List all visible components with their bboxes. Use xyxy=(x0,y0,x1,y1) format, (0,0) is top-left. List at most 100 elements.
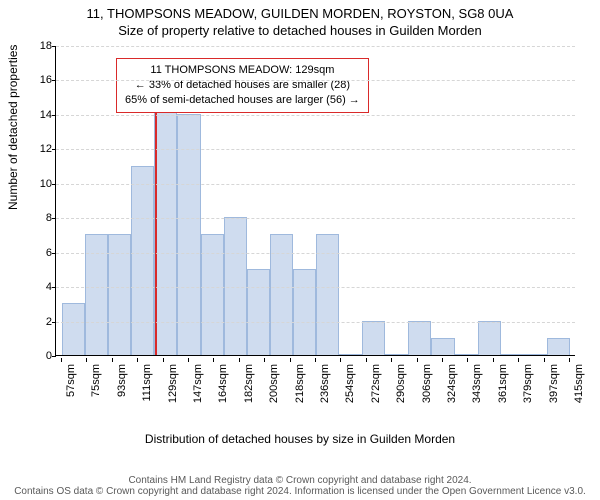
y-tick-label: 18 xyxy=(28,40,52,52)
gridline xyxy=(56,115,575,116)
histogram-bar xyxy=(501,354,524,355)
copyright-notice: Contains HM Land Registry data © Crown c… xyxy=(0,475,600,497)
gridline xyxy=(56,253,575,254)
histogram-bar xyxy=(478,321,501,355)
x-tick-mark xyxy=(112,358,113,362)
y-tick-label: 4 xyxy=(28,281,52,293)
x-tick-label: 324sqm xyxy=(446,364,458,403)
x-tick-label: 129sqm xyxy=(167,364,179,403)
gridline xyxy=(56,218,575,219)
x-tick-mark xyxy=(391,358,392,362)
x-tick-label: 361sqm xyxy=(497,364,509,403)
histogram-bar xyxy=(224,217,247,355)
x-tick-label: 397sqm xyxy=(548,364,560,403)
page-title-sub: Size of property relative to detached ho… xyxy=(0,23,600,40)
x-tick-mark xyxy=(544,358,545,362)
x-tick-mark xyxy=(163,358,164,362)
x-tick-label: 415sqm xyxy=(573,364,585,403)
x-tick-mark xyxy=(467,358,468,362)
x-tick-label: 272sqm xyxy=(370,364,382,403)
gridline xyxy=(56,80,575,81)
histogram-bar xyxy=(293,269,316,355)
x-tick-mark xyxy=(569,358,570,362)
x-tick-label: 236sqm xyxy=(319,364,331,403)
histogram-bar xyxy=(62,303,85,355)
x-tick-label: 254sqm xyxy=(344,364,356,403)
x-tick-mark xyxy=(213,358,214,362)
copyright-line: Contains HM Land Registry data © Crown c… xyxy=(0,475,600,486)
y-tick-label: 12 xyxy=(28,143,52,155)
histogram-bar xyxy=(524,354,547,355)
histogram-bar xyxy=(408,321,431,355)
x-tick-mark xyxy=(518,358,519,362)
gridline xyxy=(56,184,575,185)
y-tick-mark xyxy=(52,46,56,47)
y-tick-label: 14 xyxy=(28,109,52,121)
x-tick-mark xyxy=(264,358,265,362)
x-tick-label: 306sqm xyxy=(421,364,433,403)
y-tick-mark xyxy=(52,253,56,254)
histogram-bar xyxy=(247,269,270,355)
x-tick-label: 200sqm xyxy=(268,364,280,403)
x-tick-mark xyxy=(366,358,367,362)
y-tick-label: 10 xyxy=(28,178,52,190)
x-tick-label: 343sqm xyxy=(471,364,483,403)
property-annotation-box: 11 THOMPSONS MEADOW: 129sqm← 33% of deta… xyxy=(116,58,369,113)
y-tick-label: 2 xyxy=(28,316,52,328)
histogram-bar xyxy=(339,354,362,355)
gridline xyxy=(56,46,575,47)
x-tick-label: 290sqm xyxy=(395,364,407,403)
y-tick-label: 0 xyxy=(28,350,52,362)
y-tick-mark xyxy=(52,287,56,288)
x-tick-label: 111sqm xyxy=(141,364,153,402)
histogram-bar xyxy=(362,321,385,355)
x-ticks: 57sqm 75sqm 93sqm 111sqm 129sqm 147sqm 164sqm 1… xyxy=(55,358,575,428)
x-tick-label: 75sqm xyxy=(90,364,102,397)
plot-area: 11 THOMPSONS MEADOW: 129sqm← 33% of deta… xyxy=(55,46,575,356)
copyright-line: Contains OS data © Crown copyright and d… xyxy=(0,486,600,497)
x-tick-label: 164sqm xyxy=(217,364,229,403)
property-marker-line xyxy=(155,79,157,355)
y-tick-mark xyxy=(52,80,56,81)
y-tick-mark xyxy=(52,356,56,357)
annotation-line: 65% of semi-detached houses are larger (… xyxy=(125,93,360,108)
annotation-line: 11 THOMPSONS MEADOW: 129sqm xyxy=(125,63,360,78)
x-tick-mark xyxy=(442,358,443,362)
y-tick-mark xyxy=(52,115,56,116)
x-axis-label: Distribution of detached houses by size … xyxy=(0,432,600,446)
histogram-chart: Number of detached properties 11 THOMPSO… xyxy=(0,40,600,470)
y-tick-label: 8 xyxy=(28,212,52,224)
x-tick-label: 93sqm xyxy=(116,364,128,397)
x-tick-mark xyxy=(61,358,62,362)
x-tick-mark xyxy=(86,358,87,362)
histogram-bar xyxy=(385,354,408,355)
x-tick-label: 218sqm xyxy=(294,364,306,403)
y-tick-mark xyxy=(52,218,56,219)
histogram-bar xyxy=(455,354,478,355)
histogram-bar xyxy=(154,97,177,355)
gridline xyxy=(56,287,575,288)
x-tick-label: 379sqm xyxy=(522,364,534,403)
y-tick-mark xyxy=(52,184,56,185)
gridline xyxy=(56,149,575,150)
y-tick-label: 6 xyxy=(28,247,52,259)
y-tick-mark xyxy=(52,322,56,323)
x-tick-mark xyxy=(493,358,494,362)
x-tick-mark xyxy=(315,358,316,362)
y-tick-mark xyxy=(52,149,56,150)
page-title-address: 11, THOMPSONS MEADOW, GUILDEN MORDEN, RO… xyxy=(0,0,600,23)
x-tick-mark xyxy=(340,358,341,362)
y-axis-label: Number of detached properties xyxy=(6,45,20,210)
x-tick-mark xyxy=(137,358,138,362)
x-tick-mark xyxy=(188,358,189,362)
x-tick-mark xyxy=(239,358,240,362)
histogram-bar xyxy=(431,338,454,355)
x-tick-label: 57sqm xyxy=(65,364,77,397)
x-tick-mark xyxy=(290,358,291,362)
y-tick-label: 16 xyxy=(28,74,52,86)
x-tick-label: 182sqm xyxy=(243,364,255,403)
gridline xyxy=(56,322,575,323)
x-tick-label: 147sqm xyxy=(192,364,204,403)
histogram-bar xyxy=(547,338,570,355)
x-tick-mark xyxy=(417,358,418,362)
